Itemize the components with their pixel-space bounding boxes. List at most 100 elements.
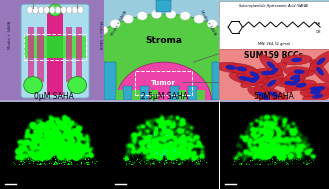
Ellipse shape — [259, 73, 284, 93]
Text: Media + SAHA: Media + SAHA — [8, 21, 12, 49]
Circle shape — [231, 33, 241, 42]
Ellipse shape — [261, 93, 269, 101]
Circle shape — [62, 63, 72, 71]
Ellipse shape — [281, 55, 312, 65]
Ellipse shape — [269, 68, 279, 75]
Bar — [179, 90, 187, 100]
Ellipse shape — [284, 81, 295, 85]
Ellipse shape — [294, 69, 305, 74]
Ellipse shape — [241, 71, 268, 88]
Bar — [157, 0, 171, 12]
Wedge shape — [58, 14, 269, 102]
Ellipse shape — [61, 6, 66, 14]
Circle shape — [48, 4, 62, 16]
Text: 2.5μM SAHA: 2.5μM SAHA — [141, 92, 188, 101]
Text: 0μM SAHA: 0μM SAHA — [34, 92, 74, 101]
Ellipse shape — [248, 87, 276, 102]
Bar — [133, 90, 139, 100]
Bar — [150, 90, 158, 100]
Circle shape — [68, 52, 79, 60]
Ellipse shape — [285, 70, 307, 92]
Ellipse shape — [284, 67, 315, 77]
Ellipse shape — [302, 91, 329, 102]
Bar — [28, 27, 34, 82]
Ellipse shape — [251, 68, 282, 78]
Circle shape — [68, 77, 87, 94]
Bar — [212, 62, 224, 100]
Ellipse shape — [259, 55, 283, 76]
Text: 5μM SAHA: 5μM SAHA — [254, 92, 294, 101]
Ellipse shape — [286, 80, 316, 91]
Ellipse shape — [66, 6, 72, 14]
Ellipse shape — [249, 76, 260, 83]
Ellipse shape — [27, 6, 33, 14]
Ellipse shape — [309, 51, 329, 71]
Ellipse shape — [38, 6, 44, 14]
Ellipse shape — [261, 71, 272, 75]
Bar — [47, 7, 63, 95]
Text: MW: 264.32 g/mol: MW: 264.32 g/mol — [258, 42, 290, 46]
Bar — [123, 86, 133, 100]
Ellipse shape — [281, 70, 310, 84]
Ellipse shape — [254, 86, 276, 108]
Bar — [76, 27, 82, 82]
Ellipse shape — [291, 58, 302, 62]
Wedge shape — [116, 62, 212, 102]
Ellipse shape — [290, 74, 300, 80]
Text: Suberoylanilide Hydroxamic Acid (SAHA): Suberoylanilide Hydroxamic Acid (SAHA) — [239, 4, 309, 8]
Circle shape — [240, 42, 251, 51]
Ellipse shape — [229, 72, 259, 84]
Circle shape — [77, 42, 87, 51]
Ellipse shape — [241, 66, 268, 83]
Circle shape — [98, 26, 108, 34]
Ellipse shape — [300, 84, 329, 94]
Circle shape — [194, 15, 204, 23]
Ellipse shape — [316, 57, 325, 65]
Ellipse shape — [72, 6, 78, 14]
Ellipse shape — [55, 6, 61, 14]
Text: Tumor: Tumor — [151, 80, 176, 86]
Ellipse shape — [44, 6, 49, 14]
Ellipse shape — [304, 83, 329, 94]
Ellipse shape — [236, 67, 247, 71]
Text: Media + SAHA: Media + SAHA — [199, 10, 217, 36]
Circle shape — [57, 74, 67, 82]
Circle shape — [54, 86, 64, 94]
Bar — [170, 86, 179, 100]
Text: OH: OH — [316, 30, 321, 34]
Bar — [197, 90, 205, 100]
Bar — [139, 86, 149, 100]
Bar — [38, 27, 43, 82]
Ellipse shape — [310, 87, 321, 91]
Circle shape — [219, 26, 230, 34]
Circle shape — [207, 20, 217, 28]
Bar — [104, 62, 116, 100]
Circle shape — [249, 52, 259, 60]
Circle shape — [110, 20, 120, 28]
FancyBboxPatch shape — [21, 4, 89, 98]
Ellipse shape — [312, 94, 323, 99]
Ellipse shape — [292, 77, 300, 85]
Circle shape — [255, 63, 266, 71]
Ellipse shape — [250, 71, 259, 78]
Bar — [116, 90, 123, 100]
Ellipse shape — [274, 78, 305, 88]
Ellipse shape — [261, 62, 287, 81]
Ellipse shape — [257, 92, 267, 98]
Ellipse shape — [236, 74, 266, 86]
Circle shape — [137, 12, 147, 20]
Ellipse shape — [310, 60, 329, 83]
Ellipse shape — [50, 6, 55, 14]
FancyBboxPatch shape — [219, 49, 329, 100]
Circle shape — [87, 33, 97, 42]
Ellipse shape — [246, 77, 257, 83]
Ellipse shape — [267, 80, 276, 87]
Circle shape — [263, 86, 273, 94]
Bar — [188, 86, 197, 100]
Ellipse shape — [300, 87, 329, 97]
Ellipse shape — [314, 86, 325, 91]
Text: Media + SAHA: Media + SAHA — [98, 21, 102, 49]
Ellipse shape — [260, 87, 288, 102]
Ellipse shape — [239, 76, 249, 81]
Circle shape — [166, 10, 176, 19]
